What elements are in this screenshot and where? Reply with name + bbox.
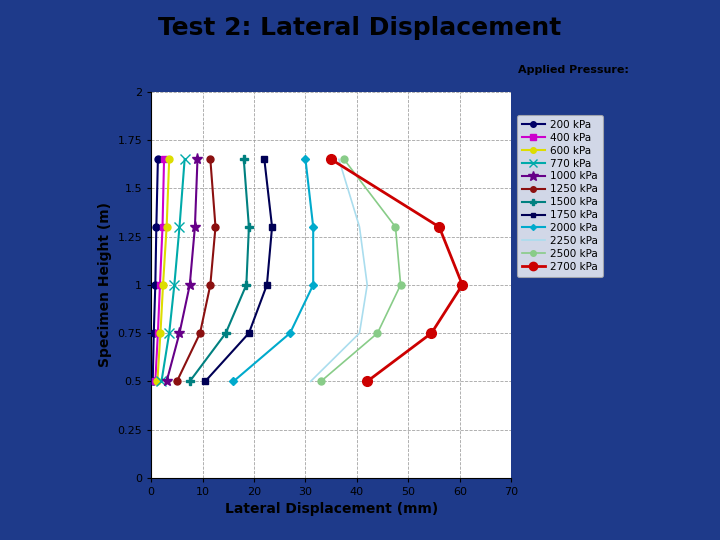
Text: Applied Pressure:: Applied Pressure: [518,65,629,75]
Legend: 200 kPa, 400 kPa, 600 kPa, 770 kPa, 1000 kPa, 1250 kPa, 1500 kPa, 1750 kPa, 2000: 200 kPa, 400 kPa, 600 kPa, 770 kPa, 1000… [517,114,603,277]
Y-axis label: Specimen Height (m): Specimen Height (m) [98,202,112,367]
Text: Test 2: Lateral Displacement: Test 2: Lateral Displacement [158,16,562,40]
X-axis label: Lateral Displacement (mm): Lateral Displacement (mm) [225,503,438,516]
